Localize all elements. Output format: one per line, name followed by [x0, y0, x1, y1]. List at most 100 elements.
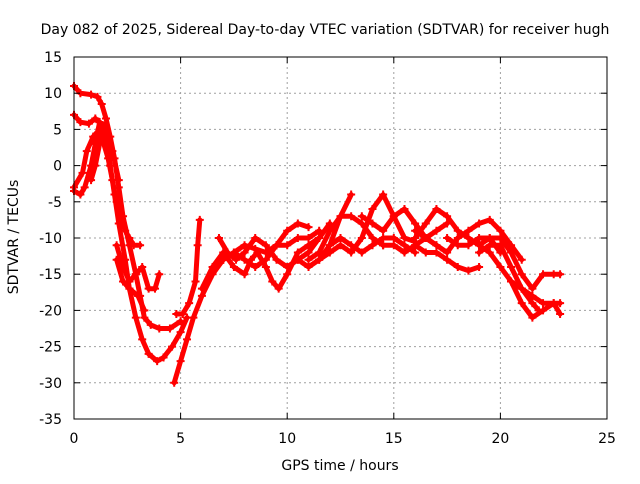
data-point	[368, 219, 377, 228]
y-tick-label: -35	[39, 412, 62, 428]
data-point	[549, 299, 558, 308]
data-point	[411, 241, 420, 250]
data-point	[507, 277, 516, 286]
data-point	[293, 255, 302, 264]
data-point	[539, 299, 548, 308]
data-point	[91, 161, 100, 170]
data-point	[119, 277, 128, 286]
data-point	[517, 270, 526, 279]
data-point	[91, 114, 100, 123]
data-point	[528, 299, 537, 308]
data-point	[347, 248, 356, 257]
data-point	[97, 100, 106, 109]
y-tick-label: -5	[48, 195, 62, 211]
data-point	[155, 270, 164, 279]
data-point	[112, 255, 121, 264]
y-tick-label: -30	[39, 376, 62, 392]
data-point	[304, 234, 313, 242]
data-point	[78, 168, 87, 177]
data-point	[185, 299, 194, 308]
data-point	[121, 226, 130, 235]
data-point	[517, 299, 526, 308]
data-point	[496, 241, 505, 250]
data-point	[528, 284, 537, 293]
data-point	[76, 118, 85, 127]
data-point	[197, 284, 206, 293]
data-point	[517, 284, 526, 293]
data-point	[347, 212, 356, 221]
data-point	[229, 248, 238, 257]
data-point	[485, 248, 494, 257]
data-point	[283, 270, 292, 279]
data-point	[315, 234, 324, 242]
data-point	[261, 262, 270, 271]
data-point	[464, 241, 473, 250]
data-point	[389, 241, 398, 250]
series-track-22	[443, 234, 565, 293]
y-tick-label: 10	[44, 86, 62, 102]
chart-title: Day 082 of 2025, Sidereal Day-to-day VTE…	[41, 22, 610, 38]
x-tick-label: 20	[491, 431, 509, 447]
y-tick-label: 15	[44, 50, 62, 66]
data-point	[315, 226, 324, 235]
data-point	[485, 215, 494, 224]
data-point	[379, 241, 388, 250]
data-point	[101, 114, 110, 123]
data-point	[140, 306, 149, 315]
series-track-16	[325, 234, 420, 257]
data-point	[421, 234, 430, 242]
data-point	[325, 241, 334, 250]
data-point	[131, 270, 140, 279]
data-point	[93, 92, 102, 101]
data-point	[253, 248, 262, 257]
data-point	[178, 310, 187, 319]
data-point	[539, 270, 548, 279]
data-point	[325, 226, 334, 235]
data-point	[336, 234, 345, 242]
y-tick-label: -20	[39, 303, 62, 319]
data-point	[357, 234, 366, 242]
data-point	[304, 248, 313, 257]
series-track-7	[112, 255, 149, 315]
data-point	[304, 255, 313, 264]
data-point	[400, 241, 409, 250]
data-point	[274, 284, 283, 293]
series-line	[295, 192, 354, 270]
data-point	[475, 219, 484, 228]
data-point	[389, 212, 398, 221]
data-point	[453, 262, 462, 271]
series-track-6	[112, 241, 164, 293]
data-point	[421, 248, 430, 257]
data-point	[76, 190, 85, 199]
data-point	[432, 226, 441, 235]
series-track-25	[507, 277, 565, 319]
data-point	[112, 241, 121, 250]
data-point	[379, 190, 388, 199]
data-point	[195, 215, 204, 224]
data-point	[89, 132, 98, 141]
data-point	[131, 313, 140, 322]
data-point	[475, 248, 484, 257]
series-track-12	[219, 226, 324, 271]
series-line	[173, 217, 203, 317]
data-point	[251, 234, 260, 242]
y-tick-label: -10	[39, 231, 62, 247]
data-point	[443, 248, 452, 257]
data-point	[453, 234, 462, 242]
data-point	[146, 320, 155, 329]
series-line	[316, 192, 418, 263]
data-point	[368, 205, 377, 214]
data-point	[144, 349, 153, 358]
data-point	[432, 248, 441, 257]
data-point	[379, 226, 388, 235]
data-point	[357, 248, 366, 257]
data-point	[84, 119, 93, 128]
y-tick-label: 0	[53, 159, 62, 175]
data-point	[251, 262, 260, 271]
data-point	[379, 234, 388, 242]
data-point	[400, 234, 409, 242]
data-point	[475, 241, 484, 250]
data-layer	[70, 81, 565, 387]
data-point	[176, 357, 185, 366]
